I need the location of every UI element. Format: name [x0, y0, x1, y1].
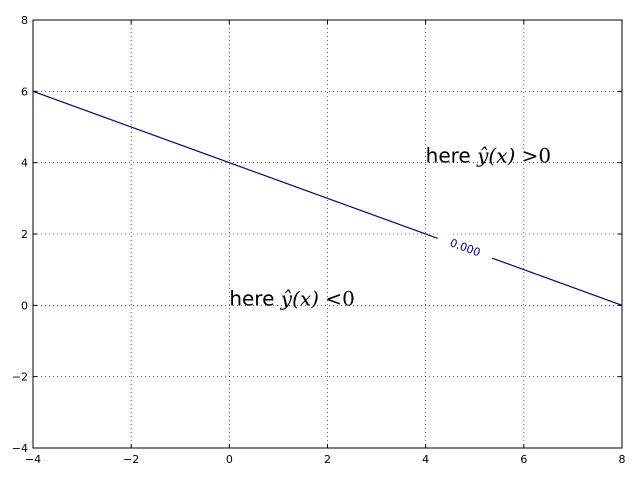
x-tick-label: −2: [123, 453, 139, 466]
x-tick-label: 0: [226, 453, 233, 466]
contour-label-background: [434, 229, 496, 267]
region-annotation: here ŷ(x) <0: [229, 286, 354, 310]
y-tick-label: −2: [12, 371, 28, 384]
annotation-word: here: [229, 286, 280, 310]
ticks: −4 −2 0 2 4 6 8 −4 −2 0 2 4 6 8: [12, 14, 626, 466]
y-tick-label: 2: [21, 228, 28, 241]
x-tick-label: 6: [520, 453, 527, 466]
y-tick-label: 0: [21, 299, 28, 312]
annotation-math: ŷ(x): [280, 286, 319, 310]
region-annotation: here ŷ(x) >0: [426, 144, 551, 168]
y-tick-label: 4: [21, 157, 28, 170]
y-tick-label: −4: [12, 442, 28, 455]
grid: [33, 20, 622, 448]
x-tick-label: −4: [25, 453, 41, 466]
annotation-value: 0: [538, 144, 551, 168]
x-tick-label: 8: [619, 453, 626, 466]
x-tick-label: 2: [324, 453, 331, 466]
annotation-math: ŷ(x): [476, 144, 515, 168]
annotation-operator: >: [515, 144, 538, 168]
series-layer: [32, 90, 623, 306]
annotation-value: 0: [342, 286, 355, 310]
y-tick-label: 6: [21, 85, 28, 98]
decision-boundary-line: [32, 90, 623, 306]
annotation-operator: <: [319, 286, 342, 310]
y-tick-label: 8: [21, 14, 28, 27]
annotation-word: here: [426, 144, 477, 168]
contour-label-group: 0.000: [434, 229, 496, 267]
x-tick-label: 4: [422, 453, 429, 466]
